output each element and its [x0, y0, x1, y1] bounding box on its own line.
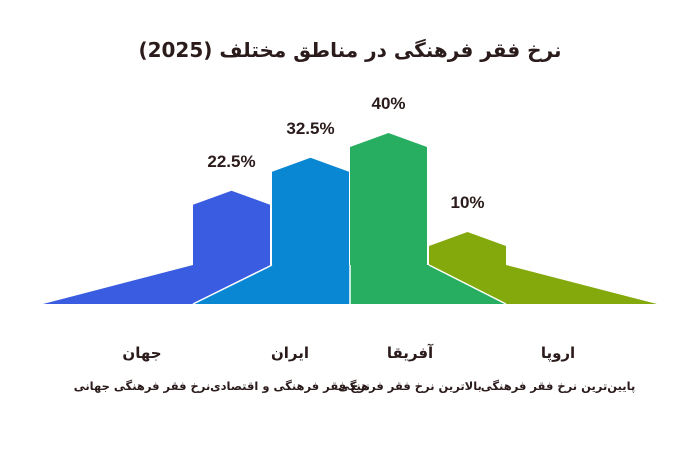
- category-africa: آفریقا بالاترین نرخ فقر فرهنگی: [330, 344, 490, 396]
- value-label-4: 10%: [450, 193, 484, 212]
- bar-base-2: [193, 265, 350, 304]
- bar-1: [193, 190, 270, 265]
- bar-2: [272, 157, 349, 265]
- bar-base-3: [350, 265, 506, 304]
- category-europe: اروپا پایین‌ترین نرخ فقر فرهنگی: [478, 344, 638, 396]
- category-name-europe: اروپا: [540, 344, 576, 362]
- bar-4: [429, 232, 506, 265]
- category-desc-africa: بالاترین نرخ فقر فرهنگی: [338, 379, 482, 393]
- category-name-africa: آفریقا: [386, 344, 434, 362]
- divider-1: [192, 264, 273, 305]
- category-desc-europe: پایین‌ترین نرخ فقر فرهنگی: [480, 379, 636, 393]
- value-label-3: 40%: [371, 94, 405, 113]
- bars-group: [193, 133, 506, 265]
- value-labels-group: 22.5% 32.5% 40% 10%: [207, 94, 484, 212]
- value-label-1: 22.5%: [207, 152, 255, 171]
- base-shapes-group: [43, 265, 657, 304]
- bar-base-4: [429, 265, 657, 304]
- category-desc-iran: نرخ فقر فرهنگی و اقتصادی: [210, 379, 370, 393]
- bar-3: [350, 133, 427, 265]
- category-name-world: جهان: [122, 344, 162, 362]
- category-name-iran: ایران: [270, 344, 310, 362]
- chart-title: نرخ فقر فرهنگی در مناطق مختلف (2025): [138, 38, 562, 62]
- category-world: جهان نرخ فقر فرهنگی جهانی: [62, 344, 222, 396]
- value-label-2: 32.5%: [286, 119, 334, 138]
- dividers-group: [192, 264, 507, 305]
- divider-3: [428, 264, 507, 305]
- bar-base-1: [43, 265, 272, 304]
- category-desc-world: نرخ فقر فرهنگی جهانی: [73, 379, 211, 393]
- category-iran: ایران نرخ فقر فرهنگی و اقتصادی: [210, 344, 370, 396]
